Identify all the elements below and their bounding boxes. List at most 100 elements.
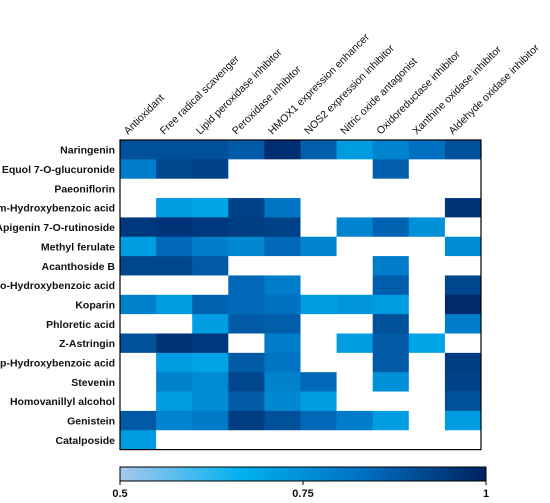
heatmap-cells <box>120 140 482 450</box>
row-label: Stevenin <box>71 377 115 389</box>
colorbar-tick-label: 0.5 <box>112 488 127 500</box>
heatmap-cell <box>408 391 446 412</box>
heatmap-cell <box>300 333 337 354</box>
heatmap-cell <box>156 275 193 296</box>
heatmap-cell <box>228 314 265 334</box>
heatmap-cell <box>156 236 193 257</box>
row-label: Acanthoside B <box>41 261 115 273</box>
heatmap-cell <box>408 314 446 334</box>
colorbar-tick-label: 1 <box>483 488 489 500</box>
row-label: Z-Astringin <box>59 338 115 350</box>
heatmap-cell <box>336 410 373 431</box>
heatmap-cell <box>120 217 157 238</box>
row-label: Catalposide <box>55 435 115 447</box>
heatmap-cell <box>120 140 157 160</box>
heatmap-cell <box>228 159 265 179</box>
heatmap-cell <box>300 275 337 296</box>
heatmap-cell <box>336 178 373 199</box>
heatmap-cell <box>372 275 410 296</box>
heatmap-cell <box>444 256 482 276</box>
heatmap-cell <box>372 198 410 218</box>
heatmap-cell <box>120 178 157 199</box>
heatmap-cell <box>372 294 410 315</box>
heatmap-cell <box>336 372 373 392</box>
heatmap-cell <box>228 333 265 354</box>
colorbar-tick-label: 0.75 <box>292 488 313 500</box>
heatmap-cell <box>120 372 157 392</box>
heatmap-cell <box>264 314 301 334</box>
row-label: Koparin <box>75 299 115 311</box>
heatmap-cell <box>264 178 301 199</box>
row-label: Methyl ferulate <box>41 241 115 253</box>
column-label: Peroxidase inhibitor <box>230 63 304 137</box>
row-label: Paeoniflorin <box>54 183 115 195</box>
heatmap-cell <box>408 352 446 373</box>
heatmap-cell <box>336 236 373 257</box>
heatmap-cell <box>156 391 193 412</box>
heatmap-cell <box>300 236 337 257</box>
heatmap-cell <box>372 236 410 257</box>
heatmap-cell <box>372 314 410 334</box>
heatmap-cell <box>264 140 301 160</box>
heatmap-cell <box>228 410 265 431</box>
heatmap-cell <box>264 275 301 296</box>
heatmap-cell <box>192 178 229 199</box>
heatmap-cell <box>336 217 373 238</box>
heatmap-cell <box>444 236 482 257</box>
heatmap-cell <box>264 236 301 257</box>
heatmap-cell <box>408 178 446 199</box>
heatmap-cell <box>192 198 229 218</box>
heatmap-cell <box>228 256 265 276</box>
heatmap-cell <box>300 159 337 179</box>
colorbar: 0.5 0.75 1 <box>112 466 489 500</box>
heatmap-cell <box>192 294 229 315</box>
heatmap-cell <box>300 430 337 450</box>
heatmap-cell <box>408 410 446 431</box>
heatmap-cell <box>228 372 265 392</box>
heatmap-cell <box>192 236 229 257</box>
heatmap-cell <box>408 430 446 450</box>
heatmap-cell <box>192 256 229 276</box>
heatmap-cell <box>228 178 265 199</box>
heatmap-cell <box>192 352 229 373</box>
heatmap-cell <box>444 294 482 315</box>
heatmap-cell <box>264 294 301 315</box>
heatmap-cell <box>336 391 373 412</box>
heatmap-cell <box>156 314 193 334</box>
heatmap-cell <box>444 410 482 431</box>
heatmap-cell <box>228 236 265 257</box>
heatmap-cell <box>408 140 446 160</box>
row-label: Apigenin 7-O-rutinoside <box>0 222 115 234</box>
heatmap-cell <box>444 178 482 199</box>
row-label: Genistein <box>67 416 115 428</box>
heatmap-cell <box>300 410 337 431</box>
heatmap-cell <box>156 430 193 450</box>
heatmap-cell <box>300 372 337 392</box>
heatmap-cell <box>120 159 157 179</box>
heatmap-cell <box>156 333 193 354</box>
heatmap-cell <box>192 140 229 160</box>
heatmap-cell <box>192 410 229 431</box>
heatmap-cell <box>408 198 446 218</box>
heatmap-cell <box>120 198 157 218</box>
heatmap-cell <box>372 178 410 199</box>
heatmap-cell <box>120 236 157 257</box>
heatmap-cell <box>156 372 193 392</box>
heatmap-cell <box>192 391 229 412</box>
heatmap-cell <box>228 391 265 412</box>
heatmap-cell <box>336 275 373 296</box>
heatmap-cell <box>444 198 482 218</box>
heatmap-cell <box>372 430 410 450</box>
heatmap-cell <box>372 333 410 354</box>
heatmap-cell <box>228 198 265 218</box>
heatmap-cell <box>336 198 373 218</box>
heatmap-cell <box>192 314 229 334</box>
heatmap-cell <box>372 217 410 238</box>
heatmap-cell <box>156 178 193 199</box>
heatmap-cell <box>120 333 157 354</box>
heatmap-cell <box>444 352 482 373</box>
heatmap-cell <box>156 217 193 238</box>
heatmap-cell <box>444 159 482 179</box>
